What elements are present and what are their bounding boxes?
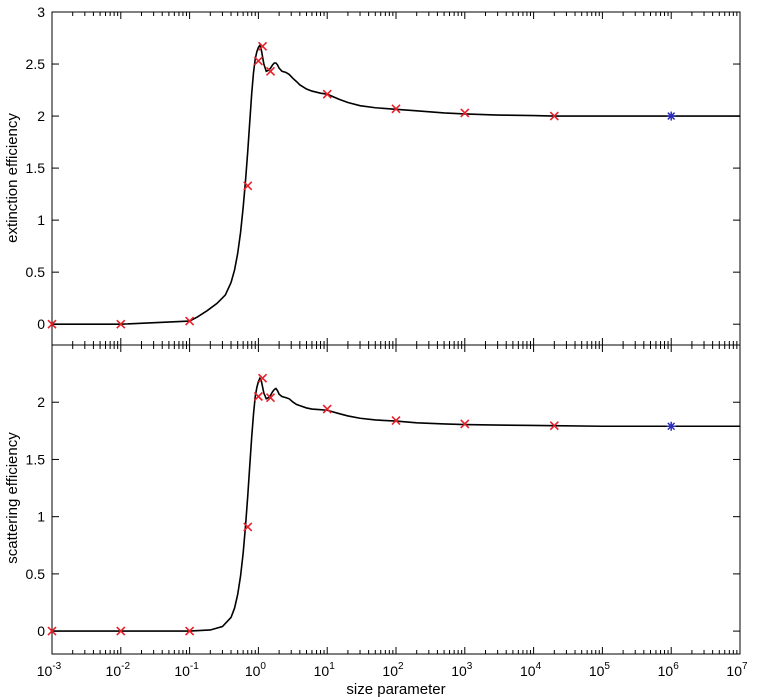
extinction-x-marker — [549, 111, 559, 121]
extinction-y-tick-label: 3 — [37, 4, 45, 20]
extinction-y-tick-label: 0.5 — [26, 264, 46, 280]
extinction-x-marker — [460, 108, 470, 118]
scattering-x-marker — [185, 626, 195, 636]
extinction-x-marker — [185, 316, 195, 326]
x-tick-label: 100 — [245, 661, 267, 679]
scattering-y-tick-label: 1 — [37, 509, 45, 525]
scattering-x-marker — [243, 522, 253, 532]
x-tick-label: 107 — [726, 661, 748, 679]
scattering-y-tick-label: 0.5 — [26, 566, 46, 582]
extinction-x-marker — [265, 66, 276, 76]
scattering-y-axis-label: scattering efficiency — [4, 432, 21, 564]
scattering-x-marker — [47, 626, 57, 636]
extinction-y-tick-label: 0 — [37, 316, 45, 332]
scattering-plot-area — [51, 344, 741, 655]
extinction-y-tick-label: 1.5 — [26, 160, 46, 176]
scattering-star-marker — [666, 421, 676, 431]
scattering-y-tick-label: 0 — [37, 623, 45, 639]
x-tick-label: 10-3 — [37, 661, 62, 679]
scattering-x-marker — [265, 393, 276, 403]
extinction-x-marker — [116, 319, 126, 329]
scattering-panel: 0 0.5 1 1.5 2 10-3 10-2 10-1 100 101 102 103 104 105… — [4, 344, 748, 697]
extinction-x-marker — [253, 56, 263, 66]
scattering-x-marker — [322, 404, 332, 414]
x-tick-label: 102 — [382, 661, 404, 679]
scattering-y-tick-label: 2 — [37, 394, 45, 410]
scattering-x-marker — [116, 626, 126, 636]
scattering-x-marker — [253, 391, 263, 402]
x-tick-label: 106 — [658, 661, 680, 679]
extinction-y-tick-label: 2.5 — [26, 56, 46, 72]
scattering-x-marker — [258, 373, 268, 383]
extinction-x-marker — [322, 89, 332, 99]
extinction-x-marker — [47, 319, 57, 329]
scattering-x-marker — [460, 419, 470, 429]
extinction-panel: 0 0.5 1 1.5 2 2.5 3 extinction efficiency — [4, 4, 741, 346]
extinction-plot-area — [51, 11, 741, 346]
x-axis-label: size parameter — [346, 681, 445, 697]
extinction-star-marker — [666, 111, 676, 121]
x-tick-label: 105 — [589, 661, 611, 679]
extinction-y-axis-label: extinction efficiency — [4, 113, 21, 243]
x-tick-label: 10-1 — [174, 661, 199, 679]
scattering-x-marker — [549, 421, 559, 431]
scattering-x-marker — [391, 415, 401, 426]
extinction-x-marker — [243, 181, 253, 191]
x-tick-label: 101 — [314, 661, 336, 679]
extinction-y-tick-label: 1 — [37, 212, 45, 228]
extinction-y-tick-label: 2 — [37, 108, 45, 124]
extinction-x-marker — [391, 104, 401, 114]
x-tick-label: 103 — [451, 661, 473, 679]
x-tick-label: 104 — [520, 661, 542, 679]
x-tick-label: 10-2 — [106, 661, 131, 679]
scattering-y-tick-label: 1.5 — [26, 451, 46, 467]
extinction-x-marker — [258, 41, 268, 51]
scattering-curve — [52, 376, 740, 632]
